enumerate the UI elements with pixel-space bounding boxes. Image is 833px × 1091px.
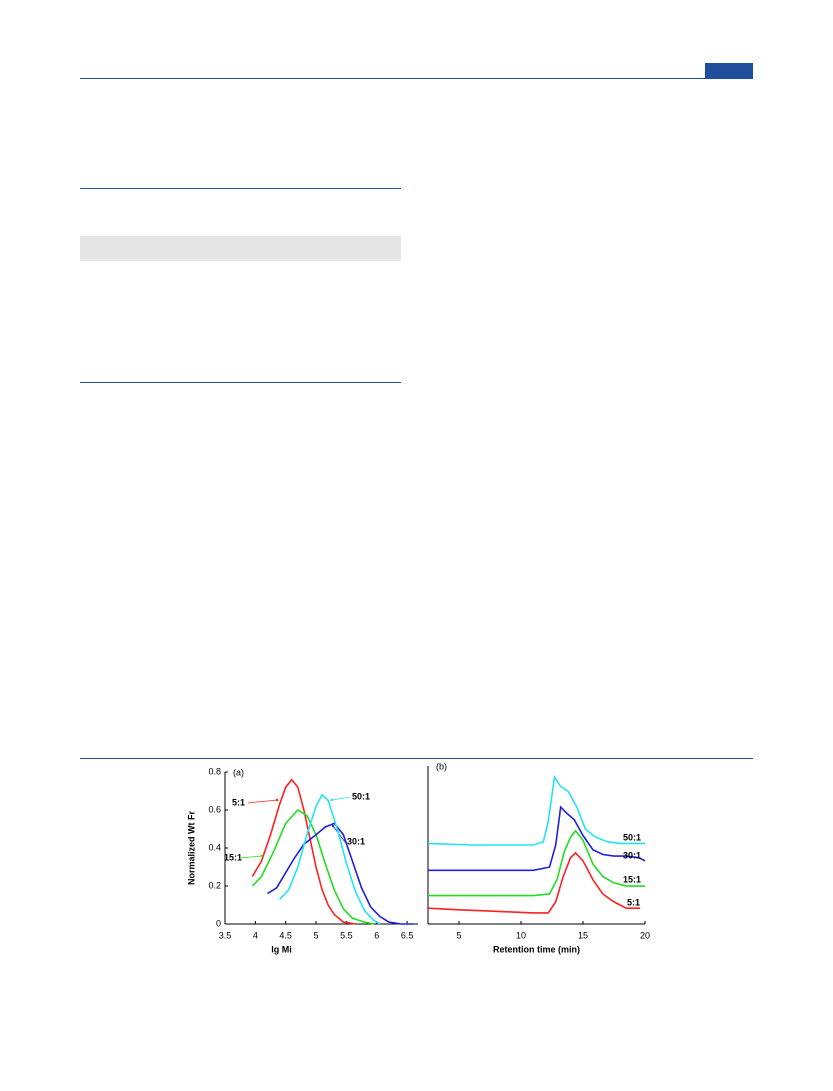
- x-tick-label: 4.5: [279, 930, 292, 940]
- data-line: [427, 774, 645, 846]
- data-line: [427, 851, 641, 914]
- y-axis-label: Normalized Wt Fr: [186, 811, 196, 886]
- x-tick-label: 5: [456, 930, 461, 940]
- panel-label: (a): [233, 767, 244, 777]
- y-tick-label: 0.4: [208, 842, 221, 852]
- x-tick-label: 15: [578, 930, 588, 940]
- x-tick-label: 4: [253, 930, 258, 940]
- x-tick-label: 5: [314, 930, 319, 940]
- figure-rule: [80, 758, 753, 759]
- header-rule: [80, 78, 753, 79]
- data-line: [251, 778, 356, 925]
- x-tick-label: 20: [640, 930, 650, 940]
- x-tick-label: 3.5: [219, 930, 232, 940]
- y-tick-label: 0: [216, 918, 221, 928]
- label-arrowhead: [275, 798, 279, 802]
- data-line: [279, 793, 381, 925]
- series-label: 15:1: [224, 852, 242, 862]
- y-tick-label: 0.6: [208, 804, 221, 814]
- data-line: [428, 805, 646, 872]
- series-label: 50:1: [623, 832, 641, 842]
- x-axis-label: Retention time (min): [493, 944, 580, 954]
- label-arrow: [239, 855, 263, 859]
- header-tab: [705, 63, 753, 78]
- x-axis-label: lg Mi: [271, 944, 292, 954]
- x-tick-label: 10: [516, 930, 526, 940]
- series-label: 15:1: [623, 874, 641, 884]
- series-label: 5:1: [232, 797, 245, 807]
- table-rule: [80, 382, 401, 383]
- series-label: 30:1: [623, 850, 641, 860]
- x-tick-label: 6: [374, 930, 379, 940]
- label-arrow: [247, 799, 278, 804]
- y-tick-label: 0.8: [208, 766, 221, 776]
- label-arrowhead: [260, 854, 264, 858]
- data-line: [267, 822, 414, 925]
- data-line: [428, 829, 645, 897]
- series-label: 30:1: [347, 836, 365, 846]
- data-line: [251, 808, 374, 925]
- x-tick-label: 6.5: [401, 930, 414, 940]
- table-rule: [80, 188, 401, 189]
- y-tick-label: 0.2: [208, 880, 221, 890]
- table-band: [80, 236, 401, 261]
- label-arrow: [331, 796, 351, 801]
- label-arrowhead: [331, 824, 335, 828]
- series-label: 50:1: [352, 791, 370, 801]
- panel-label: (b): [436, 761, 447, 771]
- x-tick-label: 5.5: [340, 930, 353, 940]
- label-arrowhead: [330, 798, 334, 802]
- series-label: 5:1: [627, 897, 640, 907]
